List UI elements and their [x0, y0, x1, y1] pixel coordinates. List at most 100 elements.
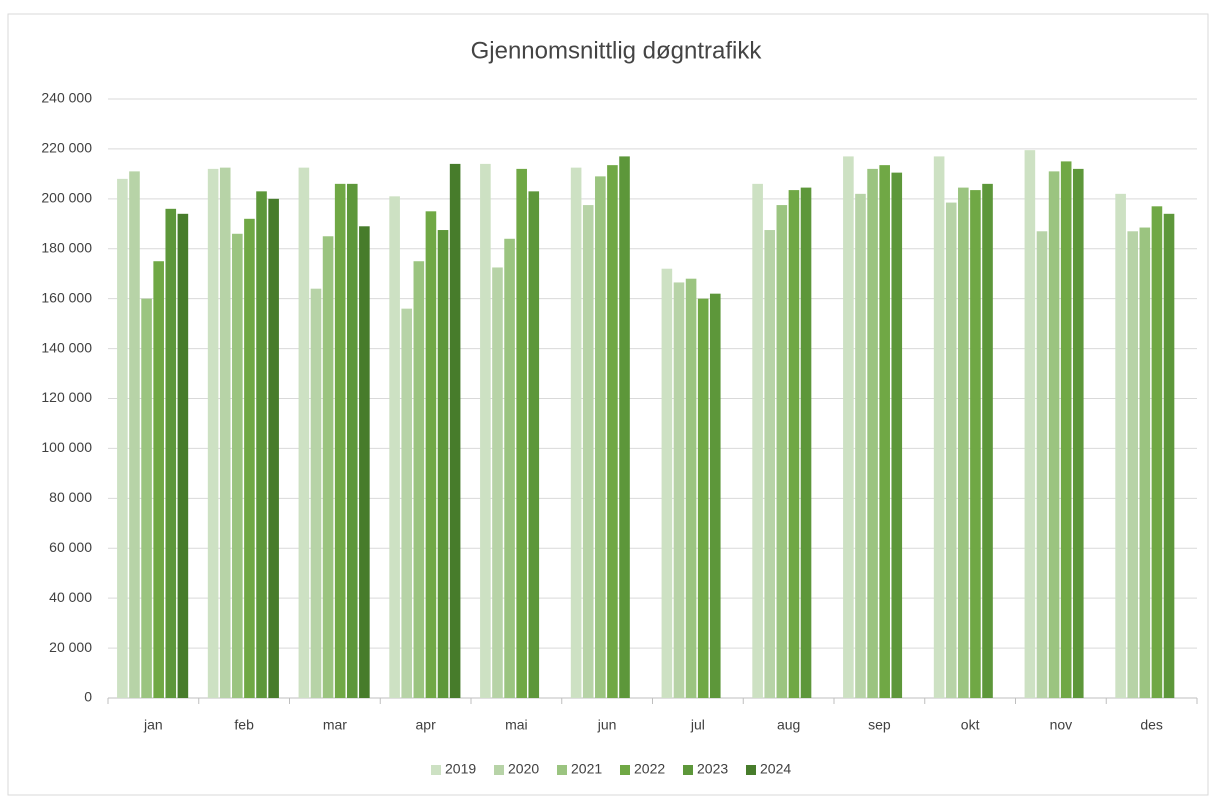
- bar: [492, 267, 503, 698]
- bar: [800, 187, 812, 698]
- bar: [1024, 150, 1036, 699]
- bar: [1060, 161, 1072, 699]
- bar: [697, 298, 709, 698]
- bar: [582, 205, 594, 698]
- bar: [425, 211, 437, 698]
- x-tick-label: mar: [323, 717, 347, 733]
- legend-label: 2021: [571, 761, 602, 777]
- bar: [879, 165, 890, 698]
- bar: [843, 156, 854, 698]
- legend-label: 2024: [760, 761, 791, 777]
- bar: [310, 288, 322, 698]
- bar: [389, 196, 400, 698]
- bar: [268, 198, 279, 699]
- bar: [661, 268, 673, 698]
- bar: [776, 205, 788, 698]
- legend-swatch: [620, 765, 630, 775]
- bar: [480, 163, 491, 698]
- bar: [1163, 213, 1175, 698]
- x-tick-label: okt: [961, 717, 980, 733]
- legend-label: 2019: [445, 761, 476, 777]
- x-tick-label: jun: [597, 717, 617, 733]
- legend-swatch: [746, 765, 756, 775]
- bar: [1139, 227, 1151, 699]
- bar: [673, 282, 685, 698]
- x-tick-label: mai: [505, 717, 528, 733]
- y-tick-label: 240 000: [41, 90, 92, 106]
- bar: [1036, 231, 1048, 698]
- x-tick-label: jul: [690, 717, 705, 733]
- bar: [764, 230, 776, 698]
- bar: [970, 190, 981, 699]
- bar: [607, 165, 618, 698]
- bar: [528, 191, 540, 699]
- y-tick-label: 200 000: [41, 190, 92, 206]
- bar: [129, 171, 140, 699]
- y-tick-label: 100 000: [41, 439, 92, 455]
- bar: [685, 278, 697, 698]
- bar: [752, 183, 763, 698]
- bar: [933, 156, 945, 698]
- y-tick-label: 60 000: [49, 539, 92, 555]
- y-tick-label: 40 000: [49, 589, 92, 605]
- legend-label: 2020: [508, 761, 539, 777]
- bar: [1048, 171, 1060, 699]
- bar: [709, 293, 721, 698]
- bar: [141, 298, 152, 698]
- bar: [504, 238, 515, 698]
- y-tick-label: 220 000: [41, 140, 92, 156]
- legend-label: 2023: [697, 761, 728, 777]
- bar: [788, 190, 800, 699]
- chart-title: Gjennomsnittlig døgntrafikk: [471, 37, 763, 64]
- bar: [1127, 231, 1139, 698]
- bar: [346, 183, 358, 698]
- x-tick-label: apr: [416, 717, 437, 733]
- y-tick-label: 180 000: [41, 239, 92, 255]
- bar: [322, 236, 334, 699]
- bar: [117, 178, 128, 698]
- bar: [298, 167, 310, 698]
- bar: [891, 172, 903, 699]
- x-tick-label: des: [1140, 717, 1163, 733]
- legend-label: 2022: [634, 761, 665, 777]
- bar: [207, 168, 219, 699]
- legend-swatch: [683, 765, 693, 775]
- y-tick-label: 120 000: [41, 389, 92, 405]
- bar: [619, 156, 630, 698]
- bar: [244, 218, 255, 699]
- bar: [958, 187, 969, 698]
- bar: [165, 208, 177, 699]
- y-tick-label: 80 000: [49, 489, 92, 505]
- y-tick-label: 0: [84, 689, 92, 705]
- bar: [413, 261, 425, 698]
- bar: [401, 308, 413, 698]
- legend-swatch: [494, 765, 504, 775]
- x-tick-label: sep: [868, 717, 891, 733]
- bar: [570, 167, 582, 698]
- bar: [867, 168, 878, 699]
- bar: [359, 226, 370, 698]
- legend-swatch: [431, 765, 441, 775]
- y-tick-label: 140 000: [41, 339, 92, 355]
- bar: [595, 176, 606, 698]
- bar: [177, 213, 189, 698]
- x-tick-label: jan: [143, 717, 163, 733]
- bar: [153, 261, 164, 698]
- bar: [232, 233, 243, 698]
- bar: [334, 183, 346, 698]
- bar: [437, 230, 449, 698]
- bar: [1072, 168, 1084, 699]
- bar: [256, 191, 267, 699]
- bar: [855, 193, 866, 698]
- bar: [1115, 193, 1126, 698]
- x-tick-label: feb: [234, 717, 254, 733]
- bar: [449, 163, 461, 698]
- bar: [219, 167, 231, 698]
- y-tick-label: 160 000: [41, 289, 92, 305]
- bar: [982, 183, 993, 698]
- bar: [945, 202, 957, 698]
- x-tick-label: aug: [777, 717, 800, 733]
- bar: [516, 168, 527, 699]
- bar: [1151, 206, 1163, 698]
